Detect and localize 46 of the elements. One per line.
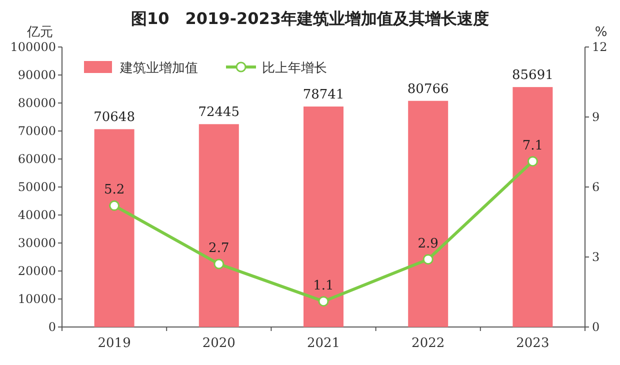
y-tick-label: 60000 (18, 152, 56, 166)
data-label: 7.1 (522, 138, 544, 154)
y-tick-label: 80000 (18, 96, 56, 110)
bar (94, 129, 134, 327)
bar (512, 87, 553, 327)
y2-tick-label: 12 (592, 40, 608, 54)
point (318, 296, 329, 307)
point (214, 258, 224, 270)
point (109, 200, 120, 211)
data-label: 72445 (198, 105, 240, 120)
y-tick-label: 30000 (18, 236, 56, 250)
y2-tick-label: 3 (592, 250, 600, 264)
y-tick-label: 40000 (18, 208, 56, 222)
y2-tick-label: 9 (592, 110, 600, 124)
x-tick-label: 2020 (202, 336, 236, 351)
x-tick-label: 2023 (516, 336, 550, 351)
y-tick-label: 0 (48, 320, 56, 334)
x-tick-label: 2021 (306, 336, 340, 351)
x-tick-label: 2019 (98, 336, 131, 351)
data-label: 5.2 (104, 182, 125, 198)
y-tick-label: 70000 (18, 124, 56, 138)
y2-tick-label: 0 (592, 320, 600, 334)
x-tick-label: 2022 (412, 336, 445, 351)
y2-tick-label: 6 (592, 180, 600, 194)
point (527, 156, 538, 167)
bar (198, 124, 239, 327)
legend-label: 比上年增长 (262, 61, 327, 76)
y-tick-label: 10000 (18, 292, 56, 306)
bar (304, 106, 344, 327)
data-label: 2.7 (208, 241, 230, 256)
data-label: 78741 (302, 88, 344, 103)
data-label: 1.1 (313, 278, 334, 294)
bar (408, 100, 448, 327)
point (422, 254, 434, 265)
data-label: 80766 (407, 82, 449, 97)
legend-label: 建筑业增加值 (119, 61, 198, 76)
y-axis-title: 亿元 (26, 25, 53, 40)
y-tick-label: 90000 (18, 68, 56, 82)
chart-title: 图10 2019-2023年建筑业增加值及其增长速度 (131, 9, 489, 28)
y-tick-label: 50000 (18, 180, 56, 194)
y-tick-label: 100000 (10, 40, 56, 54)
y2-axis-title: % (594, 25, 608, 40)
data-label: 85691 (512, 68, 554, 84)
data-label: 2.9 (418, 236, 438, 252)
data-label: 70648 (94, 110, 135, 126)
y-tick-label: 20000 (18, 264, 56, 278)
